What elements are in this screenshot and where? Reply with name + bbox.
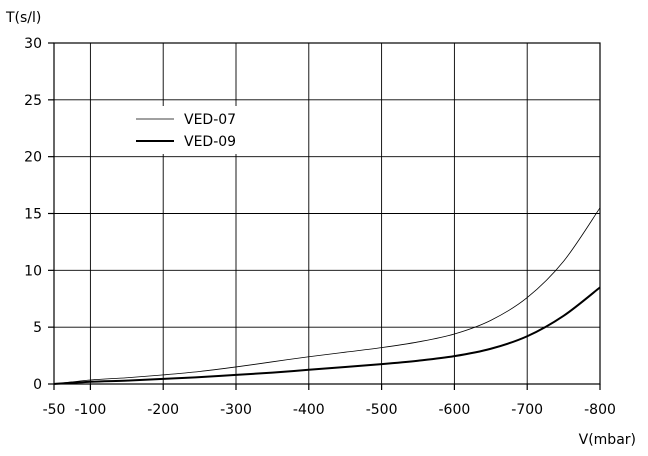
series-layer: [53, 207, 601, 385]
legend-label-ved-09: VED-09: [184, 134, 236, 150]
y-tick-label: 0: [33, 377, 42, 393]
grid-lines: [54, 43, 600, 384]
legend-label-ved-07: VED-07: [184, 112, 236, 128]
series-line-ved-07: [53, 207, 601, 385]
x-tick-label: -400: [293, 402, 325, 418]
x-tick-label: -200: [147, 402, 179, 418]
y-tick-label: 15: [24, 207, 42, 223]
legend-background: [128, 106, 248, 154]
y-tick-label: 25: [24, 93, 42, 109]
x-tick-label: -800: [584, 402, 616, 418]
y-axis-ticks: 0 5 10 15 20 25 30: [24, 36, 54, 393]
y-tick-label: 20: [24, 150, 42, 166]
y-tick-label: 5: [33, 320, 42, 336]
x-tick-label: -100: [75, 402, 107, 418]
x-axis-ticks: -50 -100 -200 -300 -400 -500 -600 -700 -800: [43, 384, 616, 418]
x-tick-label: -700: [511, 402, 543, 418]
x-axis-label: V(mbar): [579, 432, 636, 448]
legend: VED-07 VED-09: [136, 112, 236, 150]
series-line-ved-09: [53, 286, 601, 385]
x-tick-label: -500: [366, 402, 398, 418]
x-tick-label: -600: [439, 402, 471, 418]
y-tick-label: 30: [24, 36, 42, 52]
y-axis-label: T(s/l): [5, 10, 41, 26]
x-tick-label: -50: [43, 402, 66, 418]
x-tick-label: -300: [220, 402, 252, 418]
y-tick-label: 10: [24, 263, 42, 279]
